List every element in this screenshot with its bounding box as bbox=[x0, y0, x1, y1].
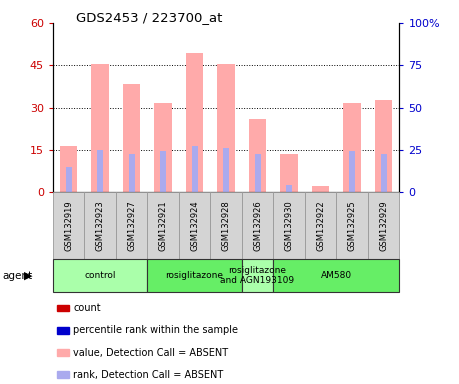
Text: rank, Detection Call = ABSENT: rank, Detection Call = ABSENT bbox=[73, 370, 224, 380]
Bar bbox=[129, 154, 134, 192]
Bar bbox=[223, 148, 229, 192]
Text: GSM132926: GSM132926 bbox=[253, 200, 262, 251]
Bar bbox=[255, 154, 261, 192]
Bar bbox=[147, 192, 179, 259]
Bar bbox=[349, 151, 355, 192]
Text: GSM132921: GSM132921 bbox=[158, 200, 168, 251]
Bar bbox=[210, 192, 242, 259]
Text: percentile rank within the sample: percentile rank within the sample bbox=[73, 325, 238, 335]
Text: GSM132923: GSM132923 bbox=[95, 200, 105, 251]
Bar bbox=[336, 192, 368, 259]
Text: agent: agent bbox=[2, 270, 33, 281]
Bar bbox=[242, 192, 273, 259]
Text: rosiglitazone: rosiglitazone bbox=[166, 271, 224, 280]
Bar bbox=[91, 64, 109, 192]
Text: GSM132928: GSM132928 bbox=[222, 200, 230, 251]
Bar bbox=[343, 103, 361, 192]
Text: GSM132927: GSM132927 bbox=[127, 200, 136, 251]
Bar bbox=[280, 154, 298, 192]
Bar bbox=[97, 150, 103, 192]
Bar bbox=[368, 192, 399, 259]
Bar bbox=[53, 192, 84, 259]
Text: value, Detection Call = ABSENT: value, Detection Call = ABSENT bbox=[73, 348, 229, 358]
Text: AM580: AM580 bbox=[321, 271, 352, 280]
Text: control: control bbox=[84, 271, 116, 280]
Text: rosiglitazone
and AGN193109: rosiglitazone and AGN193109 bbox=[220, 266, 295, 285]
Bar bbox=[286, 185, 292, 192]
Text: count: count bbox=[73, 303, 101, 313]
Bar bbox=[147, 259, 242, 292]
Bar bbox=[273, 259, 399, 292]
Bar bbox=[123, 84, 140, 192]
Bar bbox=[273, 192, 305, 259]
Bar bbox=[381, 154, 386, 192]
Text: GSM132929: GSM132929 bbox=[379, 200, 388, 251]
Text: ▶: ▶ bbox=[24, 270, 33, 281]
Bar bbox=[218, 64, 235, 192]
Bar bbox=[312, 186, 329, 192]
Text: GSM132922: GSM132922 bbox=[316, 200, 325, 251]
Text: GSM132925: GSM132925 bbox=[347, 200, 357, 251]
Text: GSM132930: GSM132930 bbox=[285, 200, 294, 251]
Text: GSM132919: GSM132919 bbox=[64, 200, 73, 251]
Bar bbox=[179, 192, 210, 259]
Bar bbox=[160, 151, 166, 192]
Bar bbox=[60, 146, 77, 192]
Bar bbox=[84, 192, 116, 259]
Text: GSM132924: GSM132924 bbox=[190, 200, 199, 251]
Bar bbox=[375, 101, 392, 192]
Bar bbox=[249, 119, 266, 192]
Bar bbox=[186, 53, 203, 192]
Bar bbox=[53, 259, 147, 292]
Bar bbox=[116, 192, 147, 259]
Bar bbox=[154, 103, 172, 192]
Bar bbox=[305, 192, 336, 259]
Text: GDS2453 / 223700_at: GDS2453 / 223700_at bbox=[76, 12, 222, 25]
Bar bbox=[66, 167, 72, 192]
Bar bbox=[191, 146, 197, 192]
Bar bbox=[242, 259, 273, 292]
